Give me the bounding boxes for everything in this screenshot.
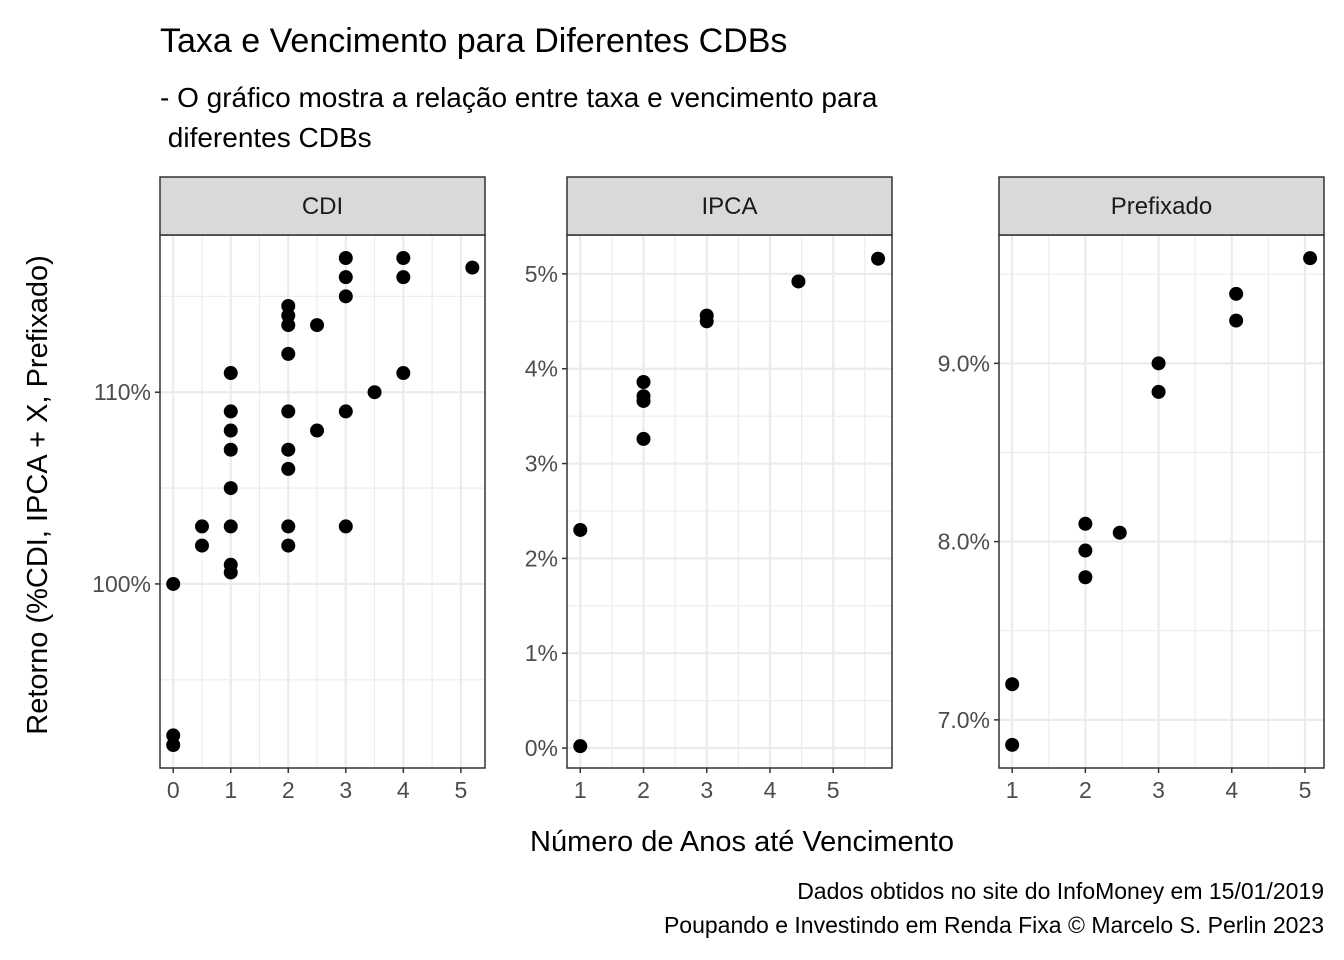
x-tick-label: 3 <box>339 777 352 803</box>
data-point <box>166 728 181 743</box>
x-tick-label: 1 <box>574 777 587 803</box>
chart-subtitle-line-2: diferentes CDBs <box>160 122 372 153</box>
data-point <box>1005 677 1020 692</box>
panel-background <box>160 235 485 768</box>
data-point <box>636 393 651 408</box>
x-tick-label: 0 <box>167 777 180 803</box>
data-point <box>281 519 296 534</box>
data-point <box>223 423 238 438</box>
data-point <box>223 442 238 457</box>
data-point <box>310 423 325 438</box>
y-tick-label: 3% <box>525 451 558 477</box>
data-point <box>1303 251 1318 266</box>
data-point <box>223 481 238 496</box>
y-tick-label: 100% <box>92 571 151 597</box>
data-point <box>194 519 209 534</box>
data-point <box>223 404 238 419</box>
y-tick-label: 7.0% <box>938 707 990 733</box>
x-axis-title: Número de Anos até Vencimento <box>530 826 954 858</box>
data-point <box>281 346 296 361</box>
data-point <box>1078 543 1093 558</box>
y-tick-label: 5% <box>525 261 558 287</box>
y-tick-label: 2% <box>525 545 558 571</box>
x-tick-label: 3 <box>1152 777 1165 803</box>
data-point <box>1112 525 1127 540</box>
data-point <box>1229 286 1244 301</box>
caption-line-2: Poupando e Investindo em Renda Fixa © Ma… <box>664 912 1324 938</box>
data-point <box>281 308 296 323</box>
chart-title: Taxa e Vencimento para Diferentes CDBs <box>160 22 787 60</box>
data-point <box>1229 313 1244 328</box>
panel-ipca: IPCA 1 2 3 4 5 0% 1% 2% 3% 4% 5% <box>525 176 893 803</box>
x-tick-label: 1 <box>1006 777 1019 803</box>
facet-strip <box>998 176 1325 236</box>
y-axis-title: Retorno (%CDI, IPCA + X, Prefixado) <box>22 255 54 735</box>
data-point <box>338 251 353 266</box>
data-point <box>338 270 353 285</box>
x-tick-label: 3 <box>700 777 713 803</box>
data-point <box>871 251 886 266</box>
y-tick-label: 8.0% <box>938 529 990 555</box>
panel-cdi: CDI 0 1 2 3 4 5 100% 110% <box>92 176 486 803</box>
caption-line-1: Dados obtidos no site do InfoMoney em 15… <box>797 878 1324 904</box>
data-point <box>281 298 296 313</box>
x-tick-label: 4 <box>397 777 410 803</box>
data-point <box>281 318 296 333</box>
data-point <box>223 366 238 381</box>
y-tick-label: 4% <box>525 356 558 382</box>
data-point <box>465 260 480 275</box>
data-point <box>396 270 411 285</box>
data-point <box>310 318 325 333</box>
x-tick-label: 2 <box>282 777 295 803</box>
data-point <box>166 576 181 591</box>
y-tick-label: 0% <box>525 735 558 761</box>
data-point <box>166 737 181 752</box>
data-point <box>1151 356 1166 371</box>
data-point <box>367 385 382 400</box>
chart-subtitle-line-1: - O gráfico mostra a relação entre taxa … <box>160 82 878 113</box>
data-point <box>338 289 353 304</box>
panel-background <box>567 235 892 768</box>
data-point <box>396 251 411 266</box>
x-tick-label: 4 <box>1225 777 1238 803</box>
x-tick-label: 5 <box>827 777 840 803</box>
y-tick-label: 9.0% <box>938 350 990 376</box>
panel-background <box>999 235 1324 768</box>
data-point <box>1078 516 1093 531</box>
data-point <box>699 314 714 329</box>
data-point <box>281 538 296 553</box>
data-point <box>281 461 296 476</box>
data-point <box>281 404 296 419</box>
x-tick-label: 4 <box>764 777 777 803</box>
data-point <box>573 522 588 537</box>
x-tick-label: 5 <box>454 777 467 803</box>
data-point <box>281 442 296 457</box>
y-tick-label: 110% <box>94 379 151 405</box>
data-point <box>396 366 411 381</box>
data-point <box>636 431 651 446</box>
x-tick-label: 2 <box>1079 777 1092 803</box>
data-point <box>1005 737 1020 752</box>
data-point <box>223 519 238 534</box>
x-tick-label: 2 <box>637 777 650 803</box>
panel-prefixado: Prefixado 1 2 3 4 5 7.0% 8.0% 9.0% <box>938 176 1325 803</box>
facet-strip-label: IPCA <box>701 193 757 220</box>
data-point <box>194 538 209 553</box>
data-point <box>338 404 353 419</box>
facet-strip <box>159 176 486 236</box>
data-point <box>1078 570 1093 585</box>
y-tick-label: 1% <box>525 640 558 666</box>
data-point <box>636 375 651 390</box>
data-point <box>573 739 588 754</box>
data-point <box>1151 384 1166 399</box>
x-tick-label: 5 <box>1299 777 1312 803</box>
data-point <box>223 565 238 580</box>
facet-strip-label: Prefixado <box>1111 193 1212 220</box>
x-tick-label: 1 <box>224 777 237 803</box>
data-point <box>338 519 353 534</box>
data-point <box>791 274 806 289</box>
facet-strip <box>566 176 893 236</box>
facet-strip-label: CDI <box>302 193 343 220</box>
